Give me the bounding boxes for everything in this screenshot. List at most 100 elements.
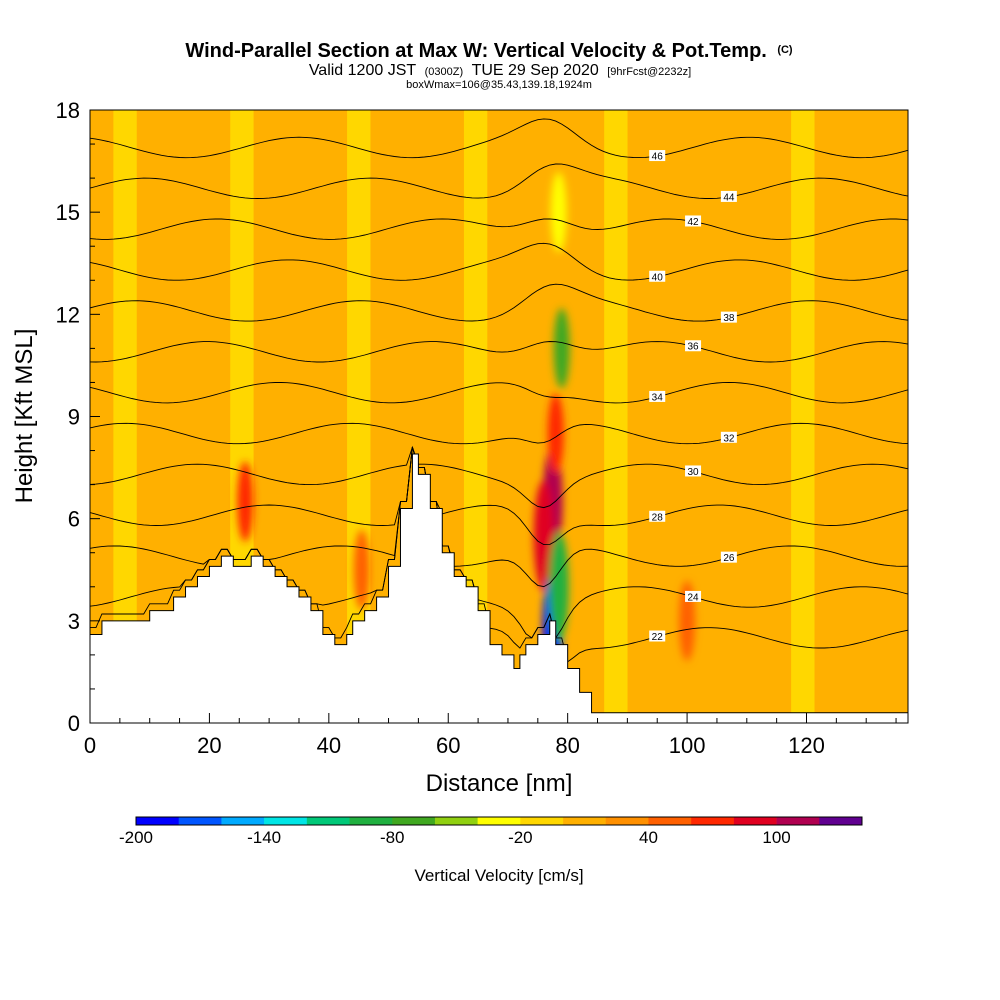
- colorbar-swatch: [605, 817, 649, 825]
- isentrope-label-text: 24: [687, 592, 699, 603]
- x-tick-label: 20: [197, 733, 221, 758]
- velocity-band: [160, 110, 184, 723]
- velocity-band: [136, 110, 161, 723]
- velocity-band: [276, 110, 301, 723]
- colorbar: -200 -140 -80 -20 40 100: [119, 816, 863, 847]
- isentrope-label-bg: [649, 390, 666, 402]
- colorbar-swatch: [563, 817, 607, 825]
- chart-title: Wind-Parallel Section at Max W: Vertical…: [185, 40, 793, 62]
- isentrope-label-text: 30: [687, 467, 699, 478]
- velocity-feature: [548, 531, 569, 642]
- colorbar-swatch: [520, 817, 564, 825]
- colorbar-swatch: [349, 817, 393, 825]
- isentrope-label-bg: [685, 465, 702, 477]
- velocity-band: [814, 110, 839, 723]
- x-tick-label: 40: [317, 733, 341, 758]
- colorbar-swatch: [691, 817, 735, 825]
- isentrope-label-text: 36: [687, 342, 699, 353]
- y-tick-label: 0: [68, 711, 80, 736]
- isentrope-line: [90, 218, 908, 240]
- colorbar-tick-label: -200: [119, 828, 153, 847]
- velocity-band: [697, 110, 722, 723]
- velocity-feature: [547, 393, 564, 474]
- y-tick-label: 3: [68, 609, 80, 634]
- x-axis-label: Distance [nm]: [426, 770, 573, 797]
- colorbar-swatch: [221, 817, 265, 825]
- y-tick-label: 15: [56, 200, 80, 225]
- x-tick-label: 0: [84, 733, 96, 758]
- isentrope-label: 30: [685, 465, 702, 478]
- velocity-band: [487, 110, 512, 723]
- isentrope-label-text: 32: [723, 433, 735, 444]
- velocity-band: [861, 110, 886, 723]
- isentrope-line: [90, 381, 908, 404]
- colorbar-tick-label: -80: [380, 828, 405, 847]
- forecast-info: [9hrFcst@2232z]: [607, 66, 691, 78]
- x-tick-label: 120: [788, 733, 825, 758]
- velocity-band: [510, 110, 535, 723]
- colorbar-swatch: [776, 817, 820, 825]
- y-axis-label: Height [Kft MSL]: [11, 329, 38, 504]
- velocity-band: [744, 110, 769, 723]
- isentrope-line: [90, 163, 908, 199]
- isentrope-label-text: 34: [652, 392, 664, 403]
- isentrope-label-bg: [649, 270, 666, 282]
- velocity-band: [837, 110, 862, 723]
- plot-area: 22 24 26 28 30 32 34 36 38 40 42 44 46: [90, 110, 908, 723]
- velocity-band: [674, 110, 699, 723]
- utc-time: (0300Z): [425, 66, 464, 78]
- isentrope-label-text: 40: [652, 272, 664, 283]
- valid-date: TUE 29 Sep 2020: [472, 62, 599, 79]
- isentrope-label-text: 44: [723, 192, 735, 203]
- velocity-band: [627, 110, 652, 723]
- isentrope-contours: 22 24 26 28 30 32 34 36 38 40 42 44 46: [90, 118, 908, 663]
- colorbar-tick-label: 100: [762, 828, 790, 847]
- velocity-band: [604, 110, 629, 723]
- isentrope-label: 34: [649, 390, 666, 403]
- isentrope-label: 36: [685, 340, 702, 353]
- velocity-band: [113, 110, 138, 723]
- isentrope-label: 40: [649, 270, 666, 283]
- colorbar-swatch: [733, 817, 777, 825]
- isentrope-label-text: 42: [687, 217, 699, 228]
- isentrope-label: 42: [685, 215, 702, 228]
- colorbar-swatch: [392, 817, 436, 825]
- colorbar-tick-label: -20: [508, 828, 533, 847]
- isentrope-label-bg: [720, 190, 737, 202]
- isentrope-line: [90, 447, 908, 546]
- terrain: [90, 453, 908, 723]
- isentrope-label: 24: [685, 590, 702, 603]
- isentrope-label-bg: [720, 311, 737, 323]
- isentrope-line: [90, 447, 908, 588]
- isentrope-line: [90, 242, 908, 281]
- velocity-band: [884, 110, 908, 723]
- isentrope-label-text: 38: [723, 313, 735, 324]
- isentrope-label-text: 22: [652, 632, 664, 643]
- y-tick-label: 12: [56, 302, 80, 327]
- colorbar-tick-label: -140: [247, 828, 281, 847]
- velocity-feature: [353, 529, 370, 610]
- isentrope-line: [90, 341, 908, 363]
- isentrope-line: [90, 283, 908, 322]
- colorbar-swatch: [306, 817, 350, 825]
- colorbar-swatch: [434, 817, 478, 825]
- isentrope-label-bg: [649, 150, 666, 162]
- isentrope-label: 22: [649, 630, 666, 643]
- colorbar-swatch: [178, 817, 222, 825]
- colorbar-swatch: [477, 817, 521, 825]
- velocity-band: [650, 110, 675, 723]
- velocity-band: [323, 110, 348, 723]
- colorbar-tick-label: 40: [639, 828, 658, 847]
- isentrope-line: [90, 445, 908, 509]
- y-axis: 0 3 6 9 12 15 18: [56, 98, 100, 736]
- colorbar-swatch: [136, 817, 180, 825]
- vertical-velocity-features: [237, 172, 696, 683]
- x-tick-label: 100: [669, 733, 706, 758]
- colorbar-swatch: [819, 817, 863, 825]
- y-tick-label: 9: [68, 405, 80, 430]
- velocity-band: [580, 110, 605, 723]
- box-wmax-info: boxWmax=106@35.43,139.18,1924m: [406, 79, 592, 91]
- x-tick-label: 80: [555, 733, 579, 758]
- isentrope-line: [90, 118, 908, 159]
